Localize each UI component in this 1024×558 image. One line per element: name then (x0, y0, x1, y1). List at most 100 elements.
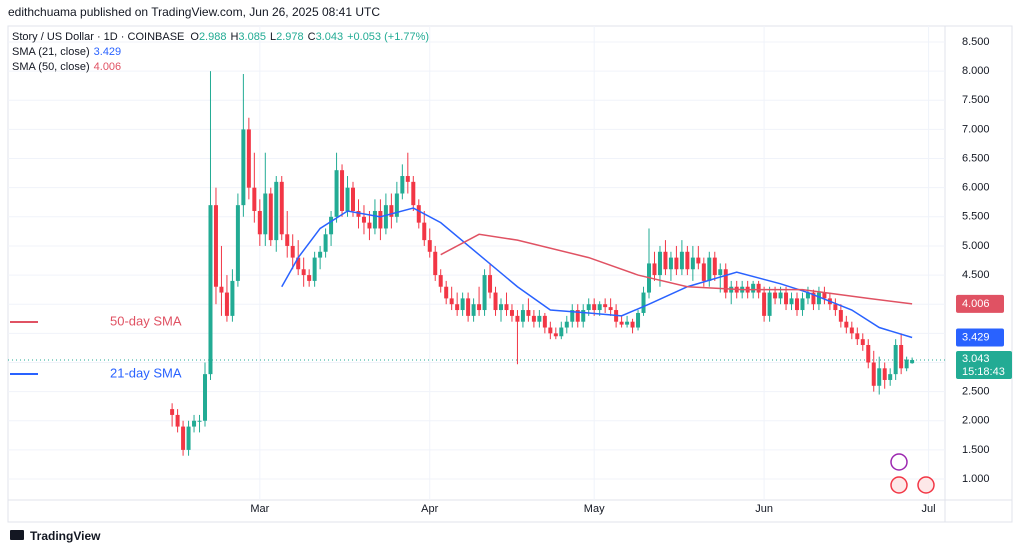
candle-body (531, 315, 536, 322)
candle-body (340, 170, 345, 211)
legend-ohlc-value: 2.988 (199, 31, 227, 43)
candle-body (361, 216, 366, 223)
price-tag-label: 3.429 (962, 331, 990, 343)
price-tag (956, 350, 1012, 379)
y-tick-label: 5.500 (962, 211, 990, 223)
candle-body (477, 304, 482, 311)
candle-body (570, 310, 575, 322)
candle-body (597, 304, 602, 311)
candle-body (564, 321, 569, 328)
candle-body (186, 426, 191, 450)
candle-body (389, 205, 394, 217)
legend-series-value: 3.429 (94, 46, 122, 58)
candle-body (542, 315, 547, 328)
legend-ohlc-label: L (270, 31, 276, 43)
candle-body (296, 257, 301, 270)
price-tag (956, 294, 1004, 313)
publisher: edithchuama published on TradingView.com… (8, 5, 380, 19)
candle-body (816, 292, 821, 305)
price-tag-label: 3.043 (962, 353, 990, 365)
y-tick-label: 2.500 (962, 386, 990, 398)
candle-body (290, 245, 295, 258)
candle-body (367, 222, 372, 229)
candle-body (586, 304, 591, 311)
candle-body (805, 292, 810, 299)
legend-change: +0.053 (+1.77%) (347, 31, 429, 43)
candle-body (444, 286, 449, 299)
x-tick-label: Jul (922, 503, 936, 515)
candle-body (318, 251, 323, 258)
legend-series-name: SMA (50, close) (12, 61, 90, 73)
candle-body (515, 315, 520, 322)
candle-body (488, 275, 493, 293)
candle-body (246, 129, 251, 188)
plot-area (8, 26, 945, 500)
candle-body (449, 298, 454, 305)
candle-body (668, 257, 673, 270)
x-tick-label: May (584, 503, 605, 515)
candle-body (427, 240, 432, 252)
candle-body (213, 205, 218, 287)
candle-body (334, 170, 339, 217)
candle-body (838, 310, 843, 322)
legend-series-name: SMA (21, close) (12, 46, 90, 58)
countdown: 15:18:43 (962, 366, 1005, 378)
candle-body (553, 333, 558, 337)
candle-body (756, 283, 761, 293)
candle-body (323, 234, 328, 252)
candle-body (789, 298, 794, 305)
candle-body (910, 359, 915, 364)
candle-body (608, 307, 613, 311)
candle-body (625, 321, 630, 325)
candle-body (619, 321, 624, 325)
y-tick-label: 2.000 (962, 415, 990, 427)
candle-body (285, 234, 290, 246)
candle-body (411, 181, 416, 206)
candle-body (767, 292, 772, 316)
candle-body (504, 304, 509, 311)
candle-body (630, 321, 635, 328)
candle-body (844, 321, 849, 328)
candle-body (307, 275, 312, 281)
candle-body (175, 414, 180, 427)
candle-body (345, 187, 350, 211)
candle-body (575, 310, 580, 322)
candle-body (509, 310, 514, 316)
candle-body (235, 205, 240, 281)
candle-body (279, 181, 284, 235)
candle-body (811, 292, 816, 305)
legend-ohlc-label: C (308, 31, 316, 43)
legend-symbol: Story / US Dollar · 1D · COINBASE O2.988 H… (12, 31, 429, 43)
y-tick-label: 4.500 (962, 269, 990, 281)
y-tick-label: 6.500 (962, 152, 990, 164)
candle-body (224, 292, 229, 316)
candle-body (751, 283, 756, 293)
candle-body (394, 193, 399, 217)
candle-body (422, 222, 427, 241)
annotation: 21-day SMA (110, 365, 182, 380)
y-tick-label: 7.000 (962, 123, 990, 135)
candle-body (170, 409, 175, 415)
y-tick-label: 6.000 (962, 182, 990, 194)
candle-body (499, 304, 504, 311)
candle-body (778, 292, 783, 299)
candle-body (351, 187, 356, 211)
candle-body (636, 312, 641, 328)
candle-body (208, 205, 213, 375)
candle-body (904, 359, 909, 369)
candle-body (690, 257, 695, 270)
candle-body (871, 362, 876, 386)
candle-body (520, 310, 525, 322)
candle-body (685, 251, 690, 270)
sma-line (440, 233, 913, 305)
candle-body (433, 251, 438, 276)
candle-body (268, 193, 273, 241)
candle-body (471, 304, 476, 316)
candle-body (888, 374, 893, 380)
legend-series: SMA (21, close) 3.429 (12, 46, 121, 58)
candle-body (372, 210, 377, 229)
candle-body (203, 374, 208, 421)
y-tick-label: 8.500 (962, 36, 990, 48)
price-tag (956, 328, 1004, 347)
